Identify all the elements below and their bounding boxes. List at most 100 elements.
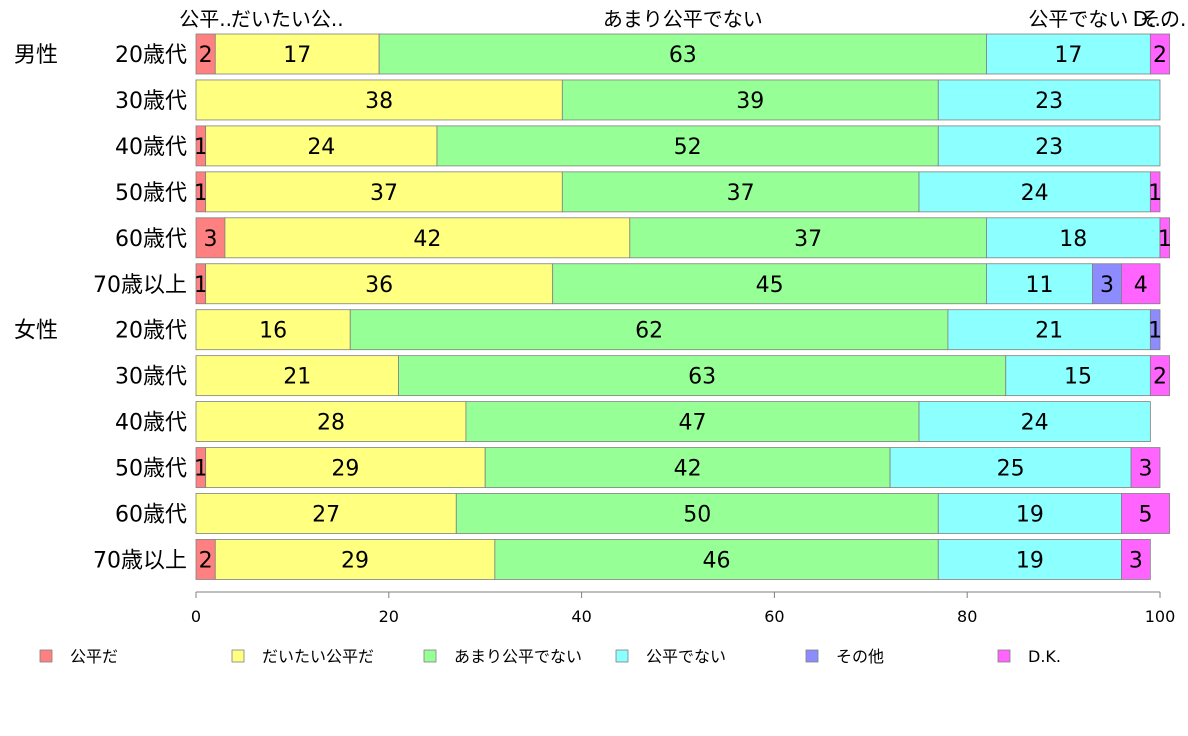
data-label: 46	[703, 548, 731, 573]
bar-segment	[455, 493, 939, 534]
bar-segment	[986, 217, 1161, 259]
bar-segment	[494, 539, 939, 580]
bar-segment	[436, 125, 939, 167]
bar-segment	[349, 309, 949, 351]
data-label: 62	[635, 319, 663, 344]
top-segment-label: D...	[1133, 7, 1167, 31]
legend-label: D.K.	[1028, 647, 1061, 666]
bar-segment	[214, 539, 496, 580]
data-label: 52	[674, 135, 702, 160]
data-label: 3	[1129, 548, 1143, 573]
data-label: 2	[199, 548, 213, 573]
bar-segment	[465, 401, 920, 443]
data-label: 27	[312, 503, 340, 528]
category-label: 20歳代	[115, 43, 187, 68]
data-label: 11	[1026, 273, 1054, 298]
bar-segment	[1005, 355, 1151, 397]
bar-segment	[484, 447, 891, 488]
bar-segment	[195, 401, 467, 443]
bar-segment	[205, 171, 563, 213]
bar-segment	[1149, 171, 1161, 213]
bar-segment	[1121, 263, 1161, 305]
bar-segment	[1149, 33, 1171, 75]
top-segment-label: その..	[1140, 7, 1188, 31]
bar-segment	[195, 217, 226, 259]
legend-swatch	[805, 649, 819, 663]
category-label: 60歳代	[115, 227, 187, 252]
data-label: 50	[683, 503, 711, 528]
category-label: 30歳代	[115, 89, 187, 114]
bar-segment	[1130, 447, 1161, 488]
x-tick-label: 0	[191, 607, 201, 626]
bar-segment	[937, 79, 1161, 121]
category-label: 40歳代	[115, 411, 187, 436]
top-segment-label: あまり公平でない	[603, 7, 763, 31]
legend-swatch	[997, 649, 1011, 663]
data-label: 23	[1035, 89, 1063, 114]
x-tick-label: 60	[764, 607, 784, 626]
data-label: 42	[674, 457, 702, 482]
data-label: 1	[194, 135, 208, 160]
bar-segment	[205, 125, 438, 167]
data-label: 42	[413, 227, 441, 252]
data-label: 1	[1148, 319, 1162, 344]
data-label: 5	[1139, 503, 1153, 528]
bar-segment	[937, 125, 1161, 167]
legend-label: その他	[836, 647, 884, 666]
data-label: 2	[1153, 365, 1167, 390]
category-label: 50歳代	[115, 457, 187, 482]
data-label: 63	[688, 365, 716, 390]
bar-segment	[1121, 539, 1151, 580]
data-label: 24	[1021, 181, 1049, 206]
bar-segment	[918, 401, 1151, 443]
legend-label: 公平でない	[646, 647, 726, 666]
bar-segment	[195, 79, 563, 121]
category-label: 50歳代	[115, 181, 187, 206]
data-label: 1	[194, 457, 208, 482]
bar-segment	[561, 171, 920, 213]
bar-segment	[195, 309, 351, 351]
legend-swatch	[39, 649, 53, 663]
top-segment-label: だいたい公..	[231, 7, 344, 31]
legend-label: だいたい公平だ	[262, 647, 374, 666]
data-label: 2	[1153, 43, 1167, 68]
x-tick-label: 100	[1145, 607, 1176, 626]
legend-swatch	[615, 649, 629, 663]
data-label: 37	[370, 181, 398, 206]
top-segment-label: 公平..	[179, 7, 232, 31]
bar-segment	[947, 309, 1151, 351]
data-label: 37	[794, 227, 822, 252]
data-label: 45	[756, 273, 784, 298]
data-label: 23	[1035, 135, 1063, 160]
data-label: 29	[331, 457, 359, 482]
legend-label: あまり公平でない	[454, 647, 582, 666]
data-label: 3	[1139, 457, 1153, 482]
group-label: 女性	[14, 319, 58, 344]
bar-segment	[552, 263, 987, 305]
data-label: 21	[283, 365, 311, 390]
bar-segment	[1149, 355, 1171, 397]
bar-segment	[629, 217, 987, 259]
bar-segment	[918, 171, 1151, 213]
legend-swatch	[231, 649, 245, 663]
data-label: 39	[736, 89, 764, 114]
bar-segment	[1159, 217, 1171, 259]
category-label: 60歳代	[115, 503, 187, 528]
bar-segment	[561, 79, 939, 121]
data-label: 18	[1059, 227, 1087, 252]
bar-segment	[937, 539, 1122, 580]
data-label: 36	[365, 273, 393, 298]
category-label: 70歳以上	[93, 548, 187, 573]
data-label: 24	[1021, 411, 1049, 436]
data-label: 37	[727, 181, 755, 206]
data-label: 1	[1158, 227, 1172, 252]
group-label: 男性	[14, 43, 58, 68]
category-label: 40歳代	[115, 135, 187, 160]
category-label: 30歳代	[115, 365, 187, 390]
data-label: 3	[203, 227, 217, 252]
data-label: 17	[1054, 43, 1082, 68]
data-label: 16	[259, 319, 287, 344]
data-label: 47	[678, 411, 706, 436]
data-label: 21	[1035, 319, 1063, 344]
bar-segment	[205, 447, 486, 488]
